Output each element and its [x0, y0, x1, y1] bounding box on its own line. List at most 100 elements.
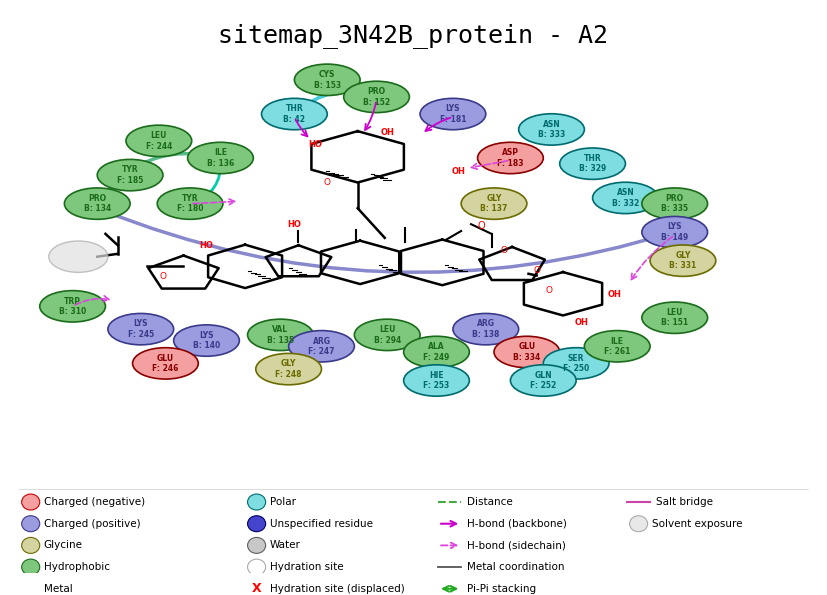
Text: THR
B: 42: THR B: 42 — [284, 104, 305, 124]
Text: GLY
B: 331: GLY B: 331 — [669, 251, 696, 270]
Text: O: O — [160, 272, 166, 281]
Ellipse shape — [420, 98, 485, 130]
Ellipse shape — [98, 159, 163, 191]
Ellipse shape — [247, 319, 313, 350]
Ellipse shape — [642, 188, 708, 220]
Ellipse shape — [404, 365, 470, 396]
Ellipse shape — [22, 537, 40, 553]
Text: PRO
B: 335: PRO B: 335 — [661, 194, 688, 214]
Text: Polar: Polar — [270, 497, 296, 507]
Ellipse shape — [344, 82, 409, 112]
Ellipse shape — [543, 347, 609, 379]
Text: Hydration site: Hydration site — [270, 562, 343, 572]
Text: LYS
B: 140: LYS B: 140 — [193, 331, 220, 350]
Text: HIE
F: 253: HIE F: 253 — [423, 371, 450, 390]
Text: O: O — [477, 221, 485, 231]
Ellipse shape — [22, 494, 40, 510]
Text: HO: HO — [199, 241, 213, 250]
Text: O: O — [546, 286, 552, 296]
Text: H-bond (backbone): H-bond (backbone) — [467, 519, 566, 529]
Ellipse shape — [642, 302, 708, 333]
Text: ASP
F: 183: ASP F: 183 — [497, 148, 523, 168]
Text: ALA
F: 249: ALA F: 249 — [423, 342, 450, 362]
Text: O: O — [323, 178, 331, 187]
Text: H-bond (sidechain): H-bond (sidechain) — [467, 540, 566, 550]
Text: sitemap_3N42B_protein - A2: sitemap_3N42B_protein - A2 — [218, 23, 609, 48]
Text: LEU
F: 244: LEU F: 244 — [146, 131, 172, 151]
Text: X: X — [251, 583, 261, 595]
Ellipse shape — [188, 142, 253, 174]
Text: Hydration site (displaced): Hydration site (displaced) — [270, 584, 404, 594]
Ellipse shape — [40, 290, 106, 322]
Ellipse shape — [585, 331, 650, 362]
Ellipse shape — [247, 559, 265, 575]
Text: OH: OH — [608, 290, 622, 299]
Text: Hydrophobic: Hydrophobic — [44, 562, 110, 572]
Text: TYR
F: 180: TYR F: 180 — [177, 194, 203, 214]
Ellipse shape — [108, 314, 174, 345]
Ellipse shape — [593, 182, 658, 214]
Text: SER
F: 250: SER F: 250 — [563, 353, 590, 373]
Text: TRP
B: 310: TRP B: 310 — [59, 297, 86, 316]
Text: OH: OH — [575, 318, 589, 327]
Ellipse shape — [404, 336, 470, 368]
Ellipse shape — [294, 64, 360, 95]
Text: Metal coordination: Metal coordination — [467, 562, 564, 572]
Ellipse shape — [174, 325, 239, 356]
Text: Solvent exposure: Solvent exposure — [652, 519, 742, 529]
Text: Charged (positive): Charged (positive) — [44, 519, 141, 529]
Ellipse shape — [354, 319, 420, 350]
Ellipse shape — [461, 188, 527, 220]
Text: VAL
B: 135: VAL B: 135 — [267, 325, 294, 345]
Ellipse shape — [453, 314, 519, 345]
Ellipse shape — [22, 559, 40, 575]
Text: ASN
B: 333: ASN B: 333 — [538, 120, 565, 139]
Text: O: O — [500, 246, 507, 255]
Text: HO: HO — [288, 220, 301, 228]
Text: GLU
F: 246: GLU F: 246 — [152, 353, 179, 373]
Text: OH: OH — [380, 129, 394, 137]
Text: Charged (negative): Charged (negative) — [44, 497, 145, 507]
Text: TYR
F: 185: TYR F: 185 — [117, 165, 143, 185]
Text: THR
B: 329: THR B: 329 — [579, 154, 606, 173]
Text: LYS
B: 149: LYS B: 149 — [661, 223, 688, 242]
Ellipse shape — [132, 347, 198, 379]
Ellipse shape — [247, 516, 265, 532]
Ellipse shape — [650, 245, 716, 276]
Text: LYS
F: 181: LYS F: 181 — [440, 104, 466, 124]
Text: LEU
B: 294: LEU B: 294 — [374, 325, 401, 345]
Ellipse shape — [629, 516, 648, 532]
Text: GLU
B: 334: GLU B: 334 — [514, 342, 541, 362]
Ellipse shape — [157, 188, 223, 220]
Ellipse shape — [261, 98, 327, 130]
Ellipse shape — [642, 217, 708, 248]
Ellipse shape — [22, 516, 40, 532]
Text: GLY
F: 248: GLY F: 248 — [275, 359, 302, 379]
Text: GLY
B: 137: GLY B: 137 — [480, 194, 508, 214]
Text: Distance: Distance — [467, 497, 513, 507]
Ellipse shape — [560, 148, 625, 179]
Ellipse shape — [49, 241, 108, 273]
Text: GLN
F: 252: GLN F: 252 — [530, 371, 557, 390]
Text: Unspecified residue: Unspecified residue — [270, 519, 373, 529]
Ellipse shape — [519, 114, 585, 145]
Text: CYS
B: 153: CYS B: 153 — [313, 70, 341, 89]
Text: PRO
B: 134: PRO B: 134 — [84, 194, 111, 214]
Text: Metal: Metal — [44, 584, 73, 594]
Text: ILE
B: 136: ILE B: 136 — [207, 148, 234, 168]
Text: LEU
B: 151: LEU B: 151 — [661, 308, 688, 327]
Ellipse shape — [126, 125, 192, 156]
Text: Glycine: Glycine — [44, 540, 83, 550]
Text: ARG
B: 138: ARG B: 138 — [472, 320, 500, 339]
Ellipse shape — [22, 581, 40, 595]
Text: Salt bridge: Salt bridge — [656, 497, 713, 507]
Ellipse shape — [510, 365, 576, 396]
Text: ASN
B: 332: ASN B: 332 — [612, 188, 639, 208]
Ellipse shape — [247, 537, 265, 553]
Text: ARG
F: 247: ARG F: 247 — [308, 337, 335, 356]
Text: Pi-Pi stacking: Pi-Pi stacking — [467, 584, 536, 594]
Text: OH: OH — [452, 167, 466, 176]
Text: HO: HO — [308, 140, 322, 149]
Text: Water: Water — [270, 540, 301, 550]
Ellipse shape — [247, 494, 265, 510]
